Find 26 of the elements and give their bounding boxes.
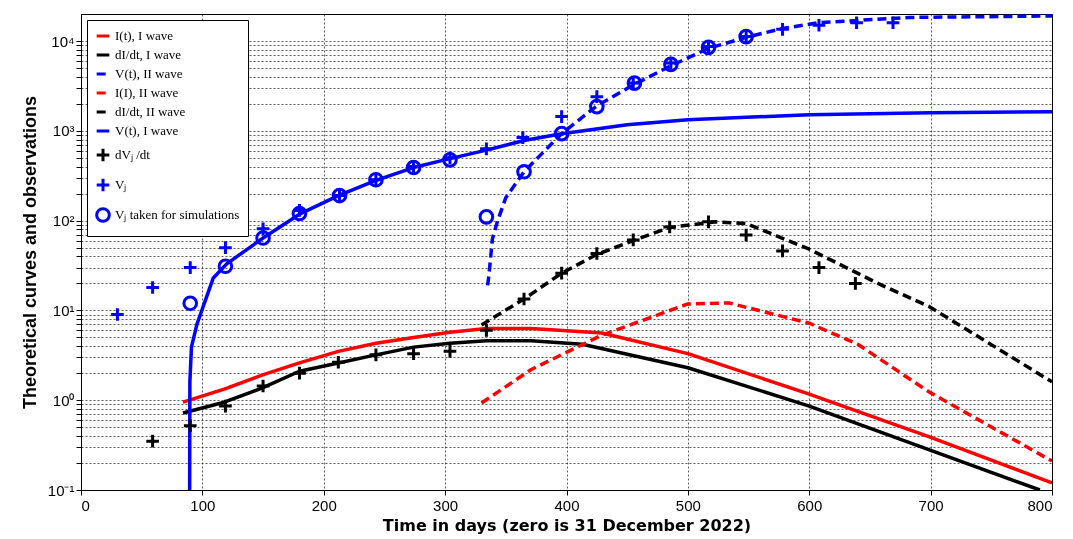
y-axis-title: Theoretical curves and observations [19,95,40,410]
y-tick-label: 10⁴ [51,32,75,50]
legend-label: V(t), I wave [115,123,179,138]
x-tick-label: 500 [675,496,701,514]
y-tick-label: 10² [52,212,75,230]
x-tick-label: 100 [190,496,216,514]
x-tick-label: 700 [918,496,944,514]
y-tick-label: 10¹ [52,301,75,319]
x-tick-label: 300 [433,496,459,514]
x-axis-title: Time in days (zero is 31 December 2022) [382,515,752,535]
y-tick-label: 10³ [52,122,75,140]
x-tick-label: 0 [81,496,90,514]
x-tick-label: 600 [797,496,823,514]
x-tick-label: 400 [554,496,580,514]
legend-label: V(t), II wave [115,66,183,81]
legend-label: I(I), II wave [115,85,179,100]
legend-label: Vⱼ taken for simulations [115,207,240,223]
x-tick-label: 800 [1027,496,1053,514]
x-tick-label: 200 [311,496,337,514]
legend-label: dI/dt, I wave [115,47,182,62]
y-tick-label: 10⁰ [52,391,75,409]
legend-label: dI/dt, II wave [115,104,186,119]
legend-label: dVⱼ /dt [115,147,151,163]
legend-label: I(t), I wave [115,28,174,43]
legend-label: Vⱼ [115,177,127,193]
y-tick-label: 10⁻¹ [47,481,75,499]
